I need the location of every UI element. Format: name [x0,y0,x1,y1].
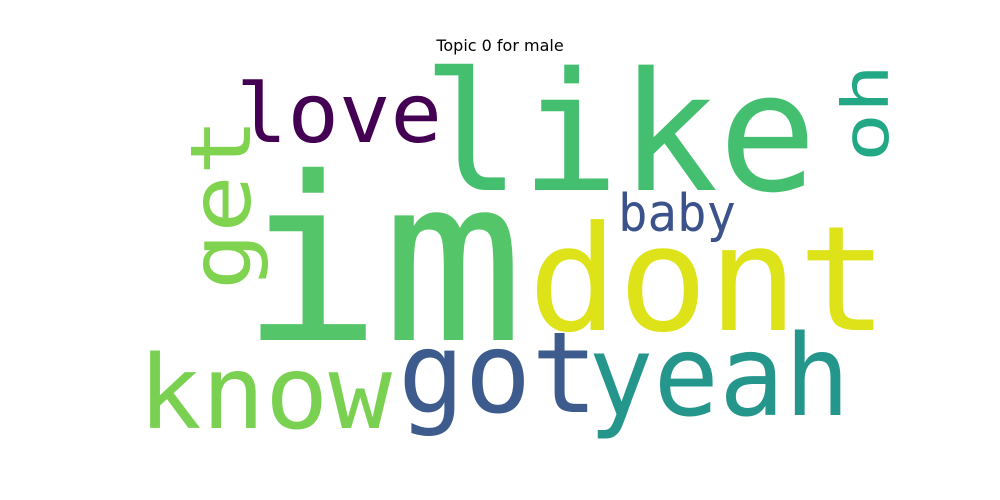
word-baby: baby [618,184,736,244]
word-like: like [422,37,817,229]
word-got: got [398,309,598,439]
word-get: get [172,118,270,290]
chart-title: Topic 0 for male [436,36,564,55]
word-im: im [240,128,524,394]
word-know: know [138,334,393,453]
word-oh: oh [830,64,904,162]
word-love: love [236,67,442,162]
word-dont: dont [528,195,888,365]
word-yeah: yeah [588,312,850,442]
